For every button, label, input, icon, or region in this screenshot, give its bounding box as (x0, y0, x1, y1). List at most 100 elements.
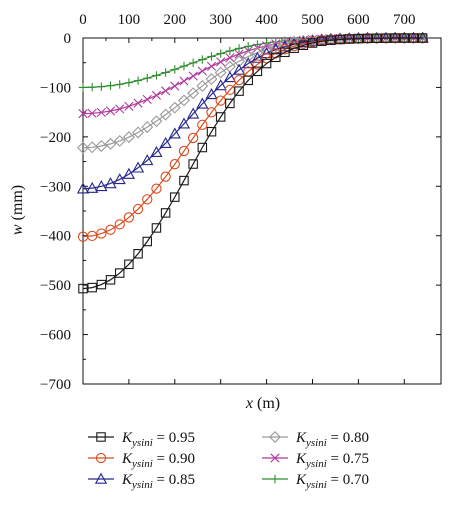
data-point (96, 279, 107, 290)
data-point (142, 94, 152, 104)
data-point (234, 49, 244, 59)
data-point (150, 115, 163, 128)
data-point (196, 97, 209, 109)
data-point (206, 126, 217, 137)
data-point (417, 33, 428, 43)
data-point (242, 57, 255, 69)
y-tick-label: 0 (64, 31, 72, 47)
data-point (399, 33, 410, 43)
data-point (225, 46, 235, 56)
series-diamond (77, 32, 429, 154)
data-point (298, 40, 309, 51)
data-point (198, 55, 207, 64)
series-square (78, 33, 428, 294)
series-layer (76, 31, 429, 294)
y-tick-label: −600 (40, 328, 71, 344)
data-point (168, 127, 181, 139)
data-point (381, 33, 391, 43)
data-point (177, 117, 191, 129)
data-point (141, 154, 154, 166)
data-point (416, 32, 429, 44)
data-point (188, 58, 198, 68)
data-point (315, 33, 328, 45)
data-point (76, 182, 90, 194)
data-point (96, 107, 106, 118)
data-point (270, 474, 280, 484)
y-tick-label: −400 (40, 229, 71, 245)
data-point (114, 268, 125, 278)
data-point (170, 65, 179, 74)
data-point (87, 230, 98, 242)
data-point (169, 159, 180, 170)
data-point (389, 32, 402, 44)
y-tick-label: −300 (40, 179, 71, 195)
data-point (115, 104, 125, 114)
data-point (87, 108, 97, 118)
data-point (326, 35, 336, 46)
data-point (261, 58, 272, 69)
data-point (297, 36, 310, 48)
legend-item: Kysini = 0.95 (88, 430, 195, 449)
data-point (97, 82, 106, 91)
data-point (225, 98, 235, 109)
data-point (234, 86, 244, 96)
data-point (232, 63, 246, 75)
data-point (94, 472, 108, 484)
data-point (207, 52, 216, 61)
legend-label: Kysini = 0.85 (121, 472, 195, 491)
data-point (390, 33, 400, 43)
data-point (324, 33, 337, 45)
y-tick-label: −100 (40, 80, 71, 96)
data-point (233, 55, 246, 68)
data-point (160, 171, 171, 182)
data-point (78, 83, 88, 92)
data-point (151, 90, 162, 100)
data-point (225, 53, 235, 63)
data-point (122, 131, 135, 144)
x-axis-title: x (m) (245, 395, 280, 412)
data-point (362, 33, 373, 44)
legend-label: Kysini = 0.75 (295, 451, 369, 470)
data-point (316, 36, 327, 47)
x-tick-label: 500 (301, 12, 324, 28)
data-point (333, 32, 347, 44)
x-tick-label: 100 (118, 12, 141, 28)
data-point (122, 167, 136, 179)
data-point (234, 44, 244, 53)
data-point (142, 194, 153, 205)
data-point (216, 49, 225, 58)
data-point (159, 108, 172, 121)
data-point (306, 34, 319, 46)
data-point (151, 223, 162, 233)
data-point (216, 57, 226, 67)
data-point (142, 236, 153, 247)
data-point (78, 283, 88, 294)
data-point (123, 212, 135, 223)
y-axis-title: w (mm) (9, 185, 26, 235)
data-point (251, 51, 264, 63)
data-point (205, 73, 218, 86)
data-point (188, 159, 198, 169)
data-point (205, 88, 218, 100)
data-point (133, 98, 143, 108)
legend-label: Kysini = 0.70 (295, 472, 369, 491)
x-tick-label: 200 (164, 12, 187, 28)
data-point (86, 141, 99, 154)
data-point (214, 79, 227, 91)
data-point (260, 43, 273, 56)
data-point (179, 76, 189, 86)
legend-label: Kysini = 0.80 (295, 430, 369, 449)
legend-item: Kysini = 0.70 (262, 472, 369, 491)
data-point (87, 83, 97, 92)
data-point (197, 142, 208, 153)
data-point (78, 109, 88, 119)
series-circle (77, 32, 428, 242)
data-point (113, 134, 126, 147)
x-tick-label: 600 (347, 12, 370, 28)
legend-item: Kysini = 0.90 (88, 451, 195, 470)
data-point (105, 275, 116, 285)
data-point (170, 81, 180, 91)
data-point (252, 66, 263, 77)
data-point (197, 119, 208, 130)
